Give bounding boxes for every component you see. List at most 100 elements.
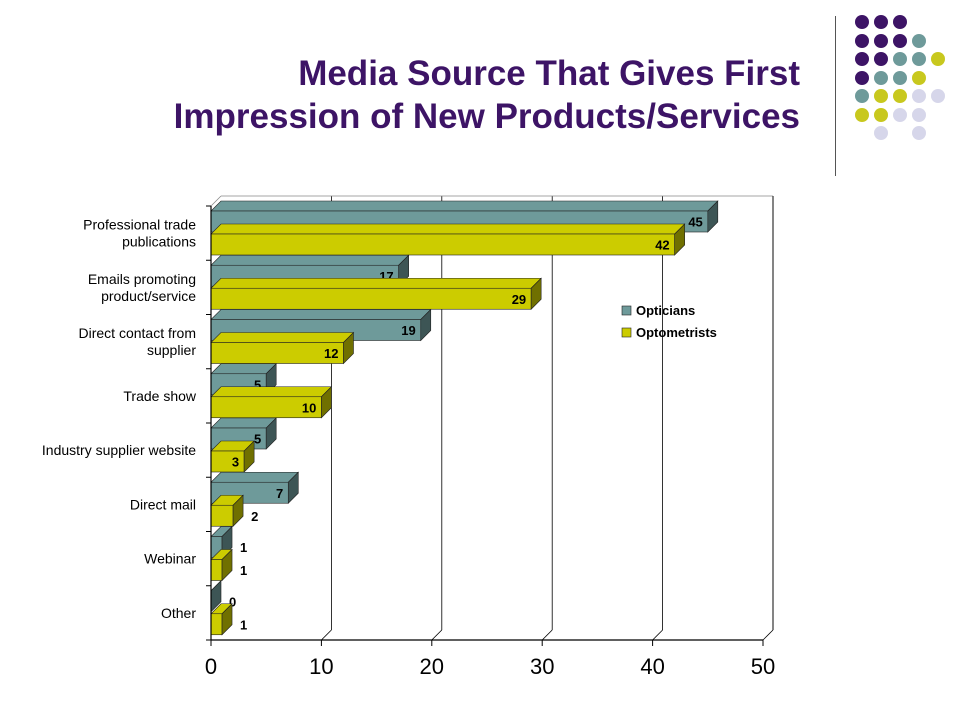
decor-dot — [874, 107, 888, 122]
decor-dot — [893, 70, 907, 85]
category-label: Direct mail — [130, 496, 196, 512]
category-label: Webinar — [144, 551, 196, 567]
category-label: publications — [122, 234, 196, 250]
bar — [210, 450, 245, 473]
bar-side-face — [265, 417, 277, 450]
bar-top-face — [210, 309, 432, 320]
category-label: Other — [161, 605, 196, 621]
x-tick-label: 40 — [640, 654, 664, 679]
bar-top-face — [210, 223, 686, 235]
data-label: 3 — [232, 455, 239, 470]
data-label: 45 — [688, 215, 702, 230]
bar-top-face — [210, 332, 355, 343]
bar-side-face — [343, 331, 354, 365]
decor-dot — [912, 89, 926, 103]
title-line-1: Media Source That Gives First — [298, 54, 800, 93]
legend-swatch — [621, 305, 632, 316]
bar — [210, 233, 675, 256]
title-line-2: Impression of New Products/Services — [173, 97, 800, 136]
category-label: Emails promoting — [88, 271, 196, 287]
data-label: 0 — [229, 594, 236, 609]
slide-title: Media Source That Gives First Impression… — [40, 52, 800, 138]
decor-dot — [874, 70, 888, 85]
decor-dot — [855, 52, 869, 66]
decor-dot — [855, 107, 869, 122]
category-label: Direct contact from — [79, 325, 196, 341]
gridline-foot — [321, 629, 332, 641]
decor-dot — [912, 107, 926, 122]
decor-dot — [874, 126, 888, 140]
decor-dot — [855, 89, 869, 103]
bar-side-face — [674, 223, 685, 256]
gridline-foot — [762, 629, 774, 641]
bar-side-face — [221, 548, 233, 582]
decor-dot — [874, 15, 888, 29]
bar-side-face — [287, 471, 299, 504]
bar-side-face — [232, 494, 244, 527]
x-tick-label: 20 — [420, 654, 444, 679]
decor-dot — [893, 33, 907, 48]
x-tick-label: 0 — [205, 654, 217, 679]
bar-top-face — [210, 363, 277, 375]
data-label: 29 — [512, 292, 526, 307]
bar-top-face — [210, 254, 410, 266]
bar — [210, 287, 532, 310]
gridline-foot — [431, 629, 443, 641]
category-label: Professional trade — [83, 217, 196, 233]
bar-side-face — [530, 277, 542, 310]
decor-dot — [874, 52, 888, 66]
bar-top-face — [210, 471, 300, 483]
legend-label: Opticians — [636, 303, 695, 318]
decor-dot — [912, 52, 926, 66]
bar-top-face — [210, 277, 542, 289]
x-tick-label: 30 — [530, 654, 554, 679]
decorative-divider — [835, 16, 836, 176]
legend-label: Optometrists — [636, 325, 717, 340]
decor-dot — [893, 107, 907, 122]
bar-side-face — [243, 440, 255, 473]
decor-dot — [931, 52, 945, 66]
category-label: Trade show — [123, 388, 197, 404]
bar — [210, 613, 223, 636]
bar-top-face — [210, 386, 333, 398]
bar-top-face — [210, 417, 277, 429]
data-label: 1 — [240, 617, 247, 632]
bar-side-face — [420, 308, 432, 342]
axis-depth-edge — [210, 195, 222, 207]
decor-dot — [893, 52, 907, 66]
decor-dot — [893, 89, 907, 103]
bar — [210, 504, 234, 527]
data-label: 2 — [251, 509, 258, 524]
gridline-foot — [541, 629, 553, 641]
decor-dot — [931, 89, 945, 103]
bar-side-face — [707, 200, 719, 233]
decor-dot — [912, 70, 926, 85]
data-label: 42 — [655, 238, 669, 253]
legend-swatch — [621, 327, 632, 338]
decor-dot — [855, 15, 869, 29]
decor-dot — [855, 70, 869, 85]
data-label: 1 — [240, 540, 247, 555]
decor-dot — [912, 126, 926, 140]
bar-side-face — [221, 603, 233, 636]
data-label: 10 — [302, 400, 316, 415]
x-tick-label: 50 — [751, 654, 775, 679]
category-label: supplier — [147, 342, 196, 358]
data-label: 5 — [254, 377, 261, 392]
gridline-foot — [652, 629, 663, 641]
bar-top-face — [210, 200, 719, 212]
category-label: Industry supplier website — [42, 442, 196, 458]
decor-dot — [912, 33, 926, 48]
data-label: 12 — [324, 346, 338, 361]
data-label: 5 — [254, 432, 261, 447]
decor-dot — [855, 33, 869, 48]
data-label: 19 — [401, 323, 415, 338]
decor-dot — [874, 33, 888, 48]
category-label: product/service — [101, 288, 196, 304]
data-label: 7 — [276, 486, 283, 501]
bar — [210, 559, 223, 581]
bar-side-face — [321, 386, 332, 419]
decor-dot — [893, 15, 907, 29]
data-label: 1 — [240, 563, 247, 578]
